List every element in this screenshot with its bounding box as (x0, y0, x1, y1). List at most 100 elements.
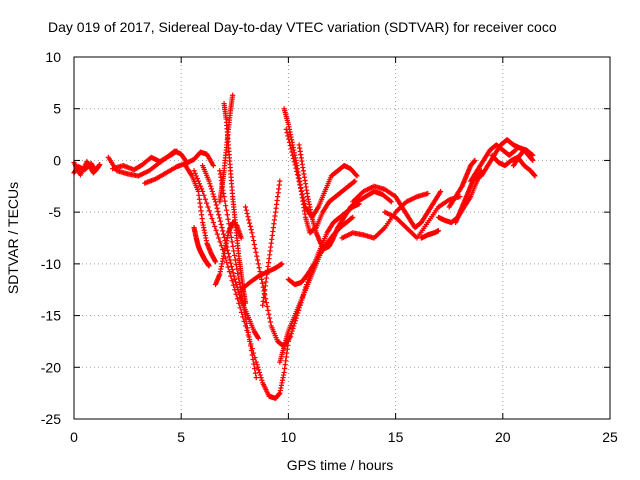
data-point-marker (246, 217, 252, 223)
series-8 (200, 163, 261, 341)
data-point-marker (296, 178, 302, 184)
data-point-marker (237, 284, 243, 290)
data-point-marker (288, 146, 294, 152)
data-point-marker (244, 325, 250, 331)
data-point-marker (218, 221, 224, 228)
data-point-marker (229, 239, 235, 245)
data-point-marker (246, 220, 253, 226)
data-point-marker (206, 208, 212, 214)
data-point-marker (213, 202, 219, 208)
series-20 (285, 201, 362, 288)
data-point-marker (248, 226, 254, 233)
data-point-marker (211, 194, 217, 200)
data-point-marker (251, 241, 257, 248)
data-point-marker (243, 320, 250, 326)
series-24 (382, 194, 463, 241)
data-point-marker (220, 228, 226, 234)
data-point-marker (213, 227, 219, 233)
data-point-marker (242, 311, 248, 317)
data-point-marker (237, 305, 243, 311)
series-13 (217, 92, 236, 205)
data-point-marker (212, 223, 218, 229)
series-25 (418, 228, 442, 241)
data-point-marker (295, 175, 301, 181)
data-point-marker (294, 172, 301, 178)
data-point-marker (174, 148, 180, 154)
series-22 (339, 190, 431, 241)
data-point-marker (192, 170, 198, 176)
data-point-marker (352, 178, 358, 184)
series-32 (510, 147, 536, 169)
data-point-marker (206, 178, 212, 184)
series-23 (350, 183, 444, 231)
data-point-marker (512, 148, 518, 154)
data-series (71, 92, 538, 401)
data-point-marker (300, 194, 306, 200)
data-point-marker (217, 218, 223, 224)
x-tick-label: 20 (495, 429, 511, 445)
data-point-marker (238, 309, 245, 315)
data-point-marker (232, 276, 238, 282)
data-point-marker (302, 201, 308, 207)
data-point-marker (224, 259, 230, 266)
data-point-marker (286, 136, 292, 142)
data-point-marker (225, 216, 231, 222)
data-point-marker (425, 190, 431, 197)
data-point-marker (249, 230, 255, 236)
x-tick-label: 0 (70, 429, 78, 445)
data-point-marker (210, 219, 216, 226)
series-10 (191, 168, 291, 401)
data-point-marker (200, 188, 206, 195)
y-axis-title: SDTVAR / TECUs (5, 182, 21, 294)
series-21 (277, 214, 356, 365)
data-point-marker (287, 142, 293, 149)
data-point-marker (248, 343, 254, 349)
data-point-marker (287, 333, 294, 339)
data-point-marker (290, 152, 296, 158)
y-tick-label: 5 (53, 101, 61, 117)
data-point-marker (226, 269, 233, 275)
data-point-marker (286, 139, 293, 145)
data-point-marker (243, 316, 249, 322)
data-point-marker (232, 287, 238, 293)
data-point-marker (259, 276, 265, 282)
data-point-marker (247, 223, 253, 229)
y-tick-label: 10 (45, 49, 61, 65)
data-point-marker (255, 335, 261, 341)
chart-title: Day 019 of 2017, Sidereal Day-to-day VTE… (48, 19, 557, 35)
data-point-marker (252, 370, 259, 376)
data-point-marker (226, 254, 232, 260)
data-point-marker (266, 311, 272, 317)
data-point-marker (249, 352, 255, 358)
data-point-marker (259, 280, 266, 286)
data-point-marker (530, 157, 536, 164)
data-point-marker (254, 362, 260, 368)
data-point-marker (259, 377, 265, 383)
data-point-marker (255, 261, 261, 267)
data-point-marker (215, 208, 221, 215)
x-tick-label: 10 (281, 429, 297, 445)
data-point-marker (232, 257, 238, 263)
data-point-marker (247, 338, 253, 345)
data-point-marker (245, 329, 251, 335)
data-point-marker (233, 281, 240, 288)
data-point-marker (290, 155, 297, 162)
plot-frame (73, 56, 611, 420)
data-point-marker (284, 130, 290, 136)
data-point-marker (354, 173, 360, 179)
data-point-marker (264, 303, 270, 310)
x-tick-label: 15 (388, 429, 404, 445)
data-point-marker (214, 231, 220, 237)
data-point-marker (206, 263, 212, 269)
data-point-marker (350, 214, 356, 220)
series-trace (480, 139, 534, 177)
data-point-marker (97, 161, 103, 168)
data-point-marker (207, 181, 213, 187)
y-tick-label: -15 (41, 308, 61, 324)
data-point-marker (251, 361, 257, 367)
data-point-marker (196, 181, 203, 187)
data-point-marker (252, 245, 258, 251)
data-point-marker (254, 257, 261, 263)
data-point-marker (285, 133, 291, 139)
data-point-marker (228, 263, 235, 270)
